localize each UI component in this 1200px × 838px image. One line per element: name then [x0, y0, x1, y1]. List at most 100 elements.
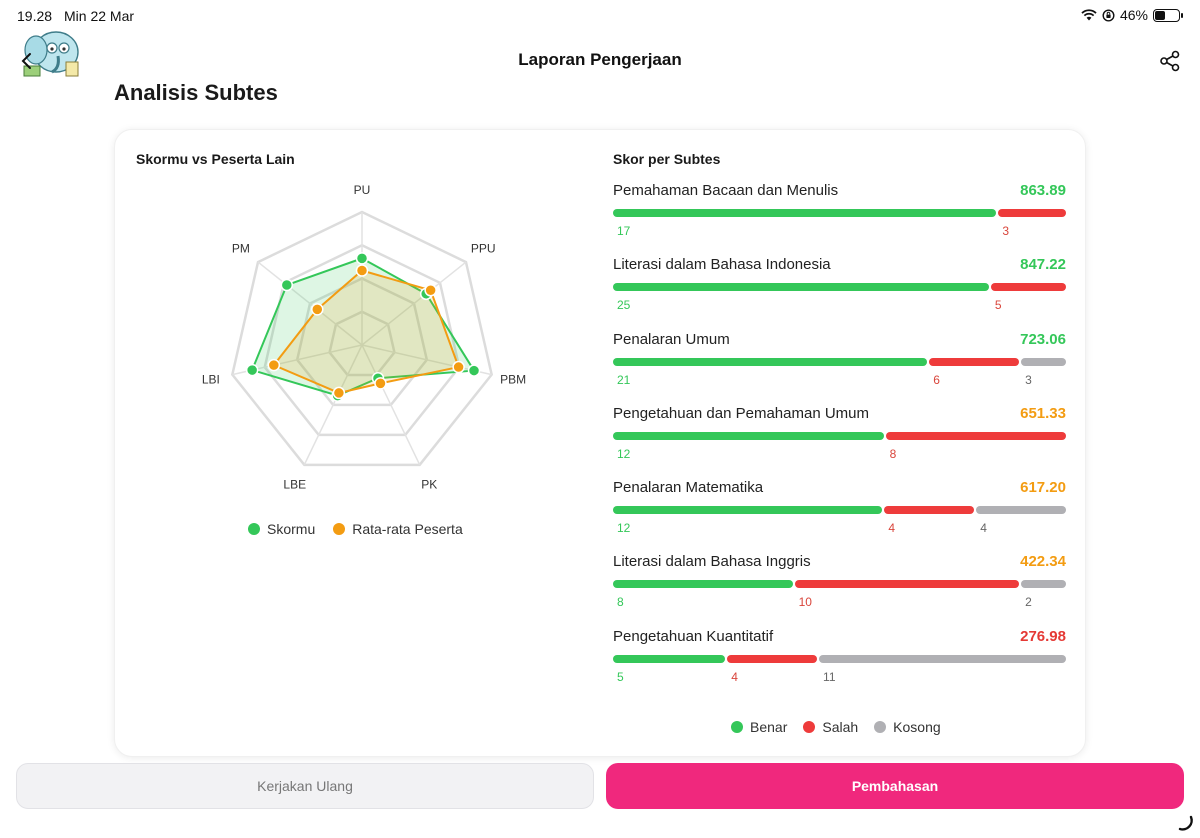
bar-count-benar: 8 — [617, 595, 624, 610]
subtest-name: Literasi dalam Bahasa Inggris — [613, 553, 811, 571]
bar-segment-benar — [613, 357, 928, 366]
back-arrow-icon[interactable] — [16, 50, 38, 72]
bar-segment-salah — [990, 283, 1066, 292]
legend-dot-skormu — [248, 523, 260, 535]
battery-percent: 46% — [1119, 7, 1148, 23]
subtest-score: 422.34 — [1020, 553, 1066, 571]
score-row: Literasi dalam Bahasa Inggris 422.34 8 10 2 — [613, 553, 1066, 627]
bar-segment-kosong — [1021, 357, 1066, 366]
radar-point-rata-rata-lbe — [332, 386, 346, 400]
subtest-name: Pengetahuan Kuantitatif — [613, 627, 774, 645]
radar-grid-ring-4 — [230, 210, 494, 467]
score-list: Pemahaman Bacaan dan Menulis 863.89 17 3 Lit… — [613, 182, 1066, 702]
retry-button[interactable]: Kerjakan Ulang — [16, 763, 594, 809]
status-bar: 19.28 Min 22 Mar 46% — [0, 0, 1200, 32]
legend-dot-kosong — [874, 721, 887, 733]
legend-salah: Salah — [803, 719, 858, 735]
score-row: Pemahaman Bacaan dan Menulis 863.89 17 3 — [613, 182, 1066, 256]
bar-segment-salah — [884, 506, 975, 515]
radar-point-rata-rata-pm — [311, 303, 324, 316]
score-bar — [613, 357, 1066, 366]
legend-dot-salah — [803, 721, 816, 733]
legend-rata-rata: Rata-rata Peserta — [333, 521, 463, 537]
score-row: Penalaran Umum 723.06 21 6 3 — [613, 331, 1066, 405]
radar-axis-label-pk: PK — [421, 478, 437, 492]
radar-series-rata-rata — [272, 269, 460, 394]
radar-point-rata-rata-pu — [355, 264, 369, 277]
score-legend: Benar Salah Kosong — [731, 719, 941, 735]
score-bar-labels: 12 4 4 — [613, 521, 1066, 535]
bar-count-salah: 4 — [731, 669, 738, 684]
bar-segment-benar — [613, 431, 884, 440]
subtest-name: Pemahaman Bacaan dan Menulis — [613, 182, 839, 199]
bar-count-benar: 5 — [617, 669, 624, 684]
score-bar — [613, 431, 1066, 440]
page-title: Laporan Pengerjaan — [518, 50, 682, 69]
bar-segment-salah — [929, 357, 1020, 366]
bar-count-salah: 6 — [933, 372, 940, 387]
legend-dot-benar — [731, 721, 743, 733]
bar-segment-kosong — [819, 654, 1066, 663]
score-bar-labels: 12 8 — [613, 447, 1066, 461]
subtest-name: Pengetahuan dan Pemahaman Umum — [613, 404, 869, 422]
bar-count-benar: 12 — [617, 446, 631, 461]
score-row: Pengetahuan Kuantitatif 276.98 5 4 11 — [613, 628, 1066, 702]
status-time: 19.28 — [17, 8, 53, 24]
bar-count-salah: 3 — [1002, 224, 1010, 238]
bar-count-kosong: 3 — [1025, 372, 1032, 387]
subtest-name: Penalaran Umum — [613, 330, 730, 348]
legend-label-salah: Salah — [822, 719, 859, 735]
radar-point-skormu-pm — [280, 278, 294, 292]
score-bar — [613, 580, 1066, 589]
orientation-lock-icon — [1102, 8, 1115, 22]
bar-count-benar: 25 — [617, 298, 631, 313]
legend-label-rata-rata: Rata-rata Peserta — [352, 521, 463, 537]
section-title: Analisis Subtes — [114, 80, 278, 104]
elephant-sticker-icon — [23, 31, 79, 77]
score-bar-labels: 25 5 — [613, 298, 1066, 312]
bar-segment-benar — [613, 209, 997, 217]
bar-count-benar: 17 — [617, 224, 631, 238]
bar-segment-salah — [794, 580, 1020, 589]
radar-series-skormu — [250, 257, 476, 397]
score-row: Literasi dalam Bahasa Indonesia 847.22 25 5 — [613, 256, 1066, 330]
status-date: Min 22 Mar — [64, 8, 135, 24]
radar-title: Skormu vs Peserta Lain — [136, 151, 295, 167]
bar-segment-benar — [613, 506, 883, 515]
subtest-score: 847.22 — [1020, 256, 1066, 274]
score-bar-labels: 17 3 — [613, 224, 1066, 238]
score-bar — [613, 506, 1066, 515]
radar-point-rata-rata-pk — [374, 377, 387, 390]
score-bar-labels: 8 10 2 — [613, 595, 1066, 609]
bar-segment-salah — [885, 431, 1066, 440]
score-row: Pengetahuan dan Pemahaman Umum 651.33 12 8 — [613, 405, 1066, 479]
radar-axis-label-lbi: LBI — [202, 372, 220, 386]
bar-count-kosong: 4 — [980, 521, 987, 536]
status-right: 46% — [1081, 7, 1183, 23]
bar-segment-kosong — [976, 506, 1066, 515]
legend-kosong: Kosong — [874, 719, 941, 735]
score-bar-labels: 5 4 11 — [613, 670, 1066, 684]
radar-axis-label-pm: PM — [232, 241, 250, 255]
bar-count-salah: 8 — [889, 446, 897, 461]
bar-count-kosong: 11 — [823, 669, 836, 684]
bar-count-kosong: 2 — [1025, 595, 1032, 610]
radar-grid-ring-2 — [295, 277, 429, 407]
radar-point-rata-rata-ppu — [424, 284, 437, 297]
score-bar-labels: 21 6 3 — [613, 373, 1066, 387]
bar-count-salah: 10 — [798, 595, 812, 610]
bar-segment-benar — [613, 580, 793, 589]
radar-point-skormu-pu — [355, 252, 369, 265]
discussion-button[interactable]: Pembahasan — [606, 763, 1184, 809]
scores-title: Skor per Subtes — [613, 151, 721, 167]
battery-icon — [1153, 8, 1183, 22]
share-icon[interactable] — [1158, 49, 1182, 73]
radar-spoke-pm — [257, 261, 363, 346]
radar-grid-ring-3 — [263, 243, 461, 437]
subtest-name: Literasi dalam Bahasa Indonesia — [613, 256, 831, 274]
wifi-icon — [1081, 9, 1097, 21]
bar-segment-salah — [727, 654, 818, 663]
radar-point-skormu-lbi — [245, 363, 259, 377]
radar-spoke-lbe — [303, 344, 363, 466]
radar-spoke-ppu — [361, 261, 467, 346]
